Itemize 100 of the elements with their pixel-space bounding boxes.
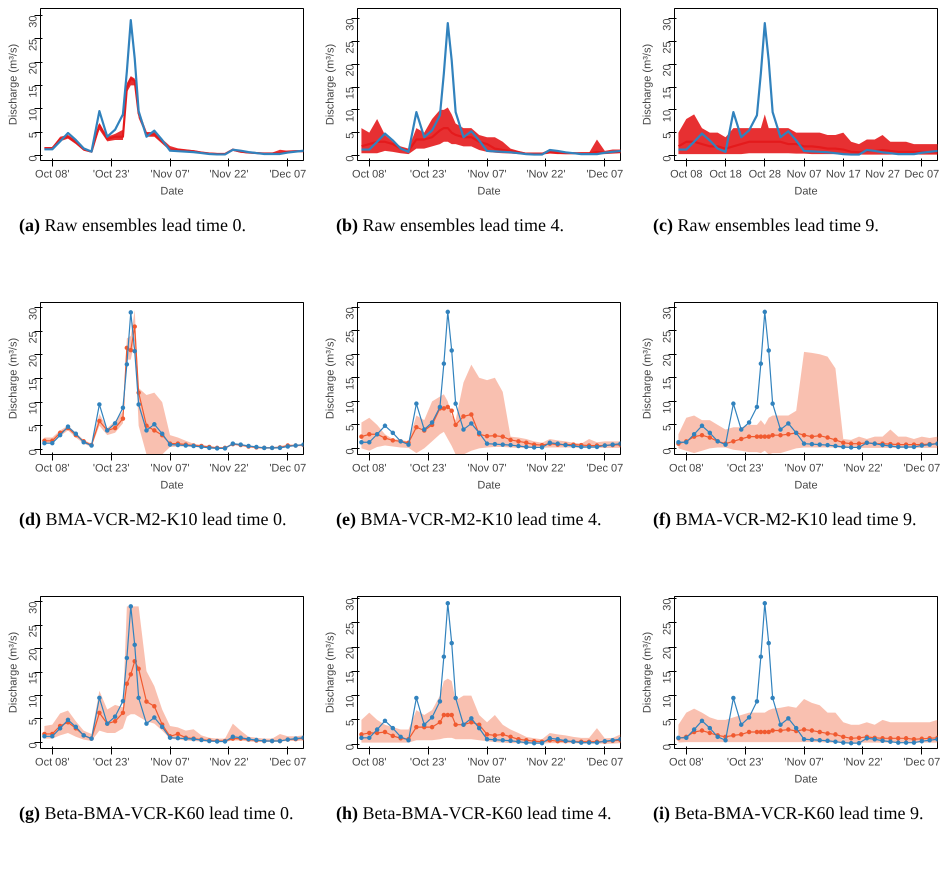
y-tick-label: 25 bbox=[344, 330, 356, 343]
y-tick-label: 10 bbox=[28, 108, 40, 121]
x-tick-label: 'Oct 23' bbox=[92, 462, 130, 474]
y-tick-label: 20 bbox=[662, 354, 674, 366]
y-tick-label: 20 bbox=[28, 648, 40, 661]
text: (a) Raw ensembles lead time 0. bbox=[19, 214, 246, 237]
y-tick-label: 30 bbox=[28, 602, 40, 614]
y-tick-label: 20 bbox=[662, 64, 674, 76]
y-tick-label: 5 bbox=[28, 718, 40, 726]
y-tick-label: 25 bbox=[662, 622, 674, 635]
y-tick-label: 25 bbox=[662, 41, 674, 54]
y-tick-label: 10 bbox=[28, 402, 40, 414]
x-tick-label: 'Oct 23' bbox=[92, 756, 130, 768]
x-tick-label: 'Dec 07 bbox=[269, 756, 306, 768]
y-tick-label: 0 bbox=[344, 744, 356, 750]
x-tick-label: Oct 08' bbox=[35, 756, 70, 768]
y-tick-label: 10 bbox=[344, 696, 356, 708]
x-tick-label: 'Dec 07 bbox=[586, 756, 624, 768]
y-tick-label: 20 bbox=[344, 64, 356, 76]
y-axis-title: Discharge (m³/s) bbox=[642, 632, 654, 714]
x-tick-label: Oct 08' bbox=[352, 168, 387, 180]
x-tick-label: 'Nov 07' bbox=[784, 756, 824, 768]
y-tick-label: 5 bbox=[344, 424, 356, 431]
text: (d) BMA-VCR-M2-K10 lead time 0. bbox=[19, 508, 286, 531]
y-axis-title: Discharge (m³/s) bbox=[8, 632, 20, 714]
x-tick-label: Oct 08' bbox=[35, 462, 70, 474]
x-tick-label: 'Nov 07' bbox=[150, 168, 190, 180]
y-axis-title: Discharge (m³/s) bbox=[324, 632, 336, 714]
x-tick-label: 'Nov 22' bbox=[526, 168, 566, 180]
x-tick-label: 'Nov 22' bbox=[843, 756, 882, 768]
y-tick-label: 30 bbox=[344, 598, 356, 611]
y-tick-label: 5 bbox=[28, 426, 40, 432]
x-axis-title: Date bbox=[477, 774, 501, 786]
x-tick-label: 'Nov 22' bbox=[526, 462, 566, 474]
y-tick-label: 20 bbox=[344, 646, 356, 660]
y-tick-label: 20 bbox=[344, 354, 356, 366]
text: (c) Raw ensembles lead time 9. bbox=[653, 214, 879, 237]
x-tick-label: 'Nov 22' bbox=[209, 168, 248, 180]
y-axis-title: Discharge (m³/s) bbox=[8, 44, 20, 126]
x-tick-label: 'Nov 07' bbox=[468, 168, 507, 180]
y-tick-label: 30 bbox=[662, 18, 674, 31]
text: (e) BMA-VCR-M2-K10 lead time 4. bbox=[336, 508, 602, 531]
x-axis-title: Date bbox=[794, 186, 818, 198]
y-tick-label: 15 bbox=[28, 672, 40, 684]
text: (i) Beta-BMA-VCR-K60 lead time 9. bbox=[653, 802, 924, 825]
x-tick-label: 'Nov 22' bbox=[209, 462, 248, 474]
y-tick-label: 0 bbox=[344, 448, 356, 454]
y-tick-label: 0 bbox=[344, 155, 356, 162]
x-tick-label: 'Dec 07 bbox=[586, 168, 624, 180]
y-tick-label: 15 bbox=[344, 378, 356, 390]
y-tick-label: 15 bbox=[28, 85, 40, 98]
x-tick-label: Nov 27 bbox=[865, 168, 900, 180]
text: (f) BMA-VCR-M2-K10 lead time 9. bbox=[653, 508, 916, 531]
x-tick-label: 'Oct 23' bbox=[726, 462, 764, 474]
y-tick-label: 25 bbox=[28, 625, 40, 638]
x-tick-label: 'Nov 07' bbox=[468, 462, 507, 474]
x-axis-title: Date bbox=[794, 480, 818, 492]
y-tick-label: 30 bbox=[344, 307, 356, 320]
y-tick-label: 25 bbox=[28, 331, 40, 344]
y-tick-label: 5 bbox=[662, 132, 674, 139]
y-tick-label: 15 bbox=[344, 86, 356, 100]
y-tick-label: 15 bbox=[662, 671, 674, 684]
y-tick-label: 30 bbox=[344, 18, 356, 31]
x-tick-label: 'Nov 22' bbox=[526, 756, 566, 768]
x-tick-label: Oct 08' bbox=[352, 462, 387, 474]
x-tick-label: 'Oct 23' bbox=[410, 756, 446, 768]
x-axis-title: Date bbox=[794, 774, 818, 786]
x-tick-label: 'Oct 23' bbox=[410, 462, 446, 474]
text: (h) Beta-BMA-VCR-K60 lead time 4. bbox=[336, 802, 612, 825]
y-tick-label: 5 bbox=[28, 132, 40, 138]
x-tick-label: 'Dec 07 bbox=[903, 462, 940, 474]
x-axis-title: Date bbox=[160, 186, 184, 198]
y-tick-label: 25 bbox=[28, 38, 40, 52]
y-tick-label: 0 bbox=[662, 448, 674, 454]
y-tick-label: 15 bbox=[344, 671, 356, 684]
y-tick-label: 20 bbox=[28, 354, 40, 368]
x-axis-title: Date bbox=[477, 480, 501, 492]
y-tick-label: 10 bbox=[344, 110, 356, 122]
x-tick-label: Nov 17 bbox=[826, 168, 861, 180]
y-tick-label: 20 bbox=[662, 646, 674, 660]
y-tick-label: 5 bbox=[662, 720, 674, 726]
x-tick-label: 'Oct 23' bbox=[92, 168, 130, 180]
x-tick-label: Oct 08' bbox=[669, 462, 704, 474]
y-tick-label: 10 bbox=[662, 696, 674, 708]
y-tick-label: 25 bbox=[344, 41, 356, 54]
y-axis-title: Discharge (m³/s) bbox=[642, 44, 654, 126]
text: (g) Beta-BMA-VCR-K60 lead time 0. bbox=[19, 802, 294, 825]
x-tick-label: 'Nov 22' bbox=[843, 462, 882, 474]
x-tick-label: 'Nov 07' bbox=[150, 756, 190, 768]
x-tick-label: 'Dec 07 bbox=[269, 168, 306, 180]
x-tick-label: 'Dec 07 bbox=[903, 756, 940, 768]
y-tick-label: 0 bbox=[28, 742, 40, 749]
x-tick-label: Oct 08 bbox=[670, 168, 702, 180]
y-tick-label: 10 bbox=[662, 110, 674, 122]
y-axis-title: Discharge (m³/s) bbox=[8, 338, 20, 420]
y-axis-title: Discharge (m³/s) bbox=[642, 338, 654, 420]
y-axis-title: Discharge (m³/s) bbox=[324, 338, 336, 420]
x-axis-title: Date bbox=[160, 480, 184, 492]
text: (b) Raw ensembles lead time 4. bbox=[336, 214, 564, 237]
y-tick-label: 30 bbox=[28, 15, 40, 28]
